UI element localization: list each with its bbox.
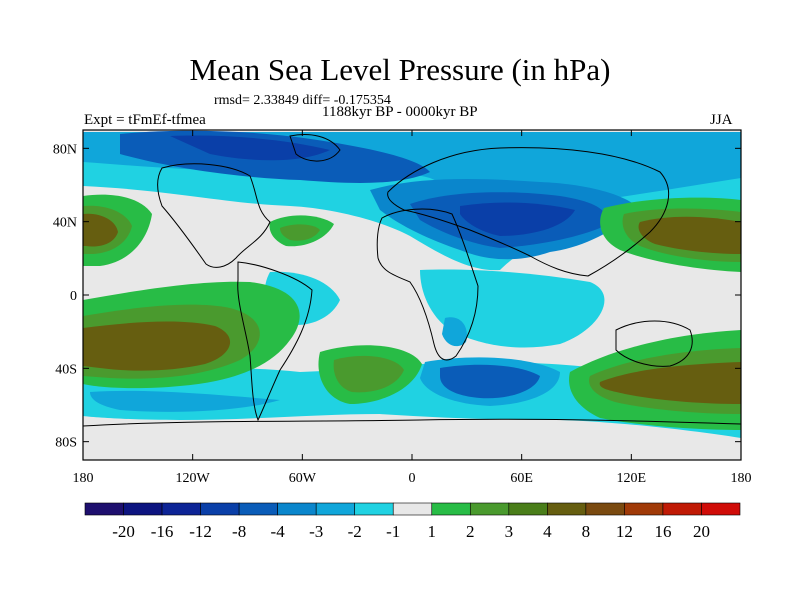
arctic-low-core [170, 135, 330, 161]
experiment-label: Expt = tFmEf-tfmea [84, 112, 206, 128]
colorbar: -20 -16 -12 -8 -4 -3 -2 -1 1 2 3 4 8 12 16 20 [84, 502, 741, 541]
colorbar-swatch [662, 502, 702, 516]
colorbar-swatch [84, 502, 124, 516]
x-axis: 180 120W 60W 0 60E 120E 180 [73, 130, 752, 486]
x-tick-label: 180 [73, 471, 94, 486]
africa-coast [376, 208, 479, 361]
x-tick-label: 120W [176, 471, 211, 486]
colorbar-label: 2 [466, 522, 475, 541]
colorbar-swatch [547, 502, 587, 516]
colorbar-swatch [508, 502, 548, 516]
colorbar-swatch [354, 502, 394, 516]
southern-indian-negative-core [440, 364, 540, 399]
colorbar-label: -1 [386, 522, 400, 541]
y-tick-label: 40S [55, 362, 77, 377]
colorbar-label: 8 [582, 522, 591, 541]
colorbar-label: -20 [112, 522, 135, 541]
colorbar-swatch [585, 502, 625, 516]
australia-high-core [599, 362, 741, 404]
north-pacific-high-east-core [83, 213, 118, 247]
y-tick-label: 0 [70, 289, 77, 304]
colorbar-label: 16 [654, 522, 671, 541]
colorbar-label: -4 [271, 522, 286, 541]
asia-low-core [460, 202, 575, 236]
colorbar-swatch [392, 502, 433, 516]
coastlines [83, 134, 741, 427]
colorbar-swatch [123, 502, 163, 516]
eurasia-coast [387, 147, 670, 277]
y-tick-label: 80N [53, 142, 77, 157]
colorbar-swatch [161, 502, 201, 516]
season-label: JJA [710, 112, 733, 128]
colorbar-swatch [469, 502, 510, 516]
north-atlantic-high-core [280, 224, 320, 241]
colorbar-label: -3 [309, 522, 323, 541]
north-america-coast [157, 163, 271, 268]
indian-ocean-negative [420, 269, 605, 348]
colorbar-swatch [431, 502, 471, 516]
x-tick-label: 120E [617, 471, 647, 486]
colorbar-swatch [238, 502, 278, 516]
colorbar-label: 20 [693, 522, 710, 541]
south-pacific-high-core [83, 321, 231, 371]
colorbar-label: -8 [232, 522, 246, 541]
chart-title: Mean Sea Level Pressure (in hPa) [189, 52, 611, 87]
south-atlantic-high-core [333, 355, 404, 393]
colorbar-label: -12 [189, 522, 212, 541]
x-tick-label: 60W [289, 471, 317, 486]
australia-coast [615, 320, 693, 367]
x-tick-label: 0 [409, 471, 416, 486]
colorbar-swatch [624, 502, 664, 516]
x-tick-label: 180 [731, 471, 752, 486]
colorbar-swatch [315, 502, 356, 516]
colorbar-label: -2 [348, 522, 362, 541]
antarctica-coast [83, 418, 741, 427]
colorbar-swatch [277, 502, 317, 516]
colorbar-label: 4 [543, 522, 552, 541]
south-america-coast [237, 261, 313, 422]
north-pacific-high-west-core [638, 216, 741, 254]
y-axis: 80N 40N 0 40S 80S [53, 142, 741, 451]
madagascar-negative [442, 317, 467, 347]
colorbar-label: 3 [505, 522, 514, 541]
map-fill-layer [83, 130, 741, 460]
colorbar-swatch [200, 502, 240, 516]
colorbar-label: -16 [151, 522, 174, 541]
colorbar-label: 1 [428, 522, 437, 541]
y-tick-label: 40N [53, 216, 77, 231]
x-tick-label: 60E [510, 471, 533, 486]
southern-pacific-negative [90, 390, 280, 412]
colorbar-swatch [701, 502, 741, 516]
greenland-coast [289, 134, 341, 162]
stats-label: rmsd= 2.33849 diff= -0.175354 [214, 93, 391, 108]
period-label: 1188kyr BP - 0000kyr BP [322, 104, 478, 120]
colorbar-label: 12 [616, 522, 633, 541]
y-tick-label: 80S [55, 436, 77, 451]
